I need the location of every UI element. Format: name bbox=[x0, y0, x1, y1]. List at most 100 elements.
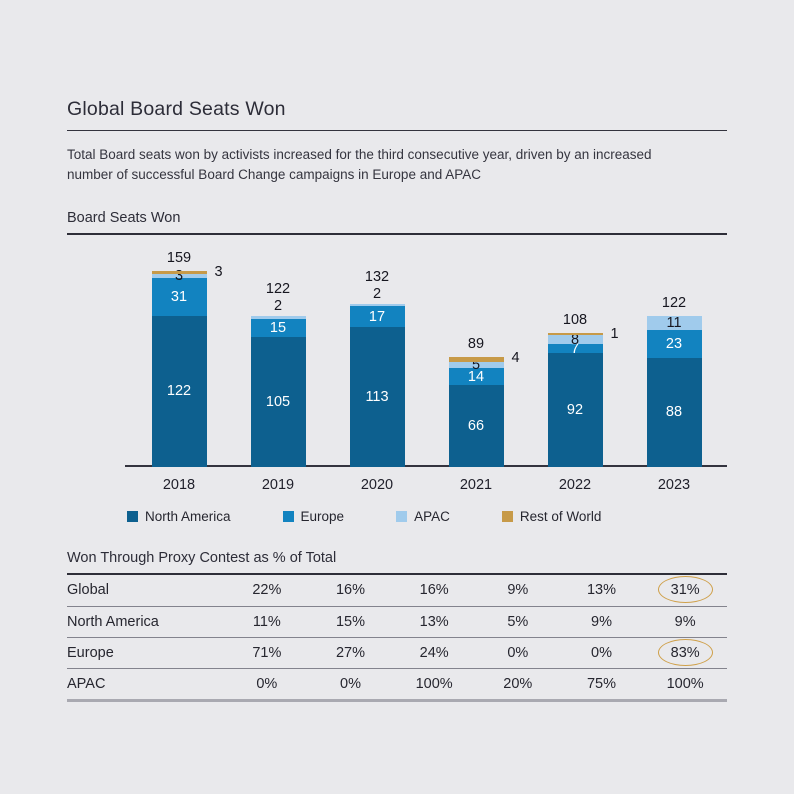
chart-legend: North America Europe APAC Rest of World bbox=[127, 509, 727, 524]
page-title: Global Board Seats Won bbox=[67, 98, 727, 131]
proxy-contest-table: Global 22% 16% 16% 9% 13% 31% North America 11% 1… bbox=[67, 575, 727, 702]
bar-total-label: 89 bbox=[467, 335, 485, 352]
table-cell: 0% bbox=[560, 645, 644, 661]
segment-value-label: 14 bbox=[467, 368, 485, 385]
table-row-global: Global 22% 16% 16% 9% 13% 31% bbox=[67, 575, 727, 606]
segment-value-label: 8 bbox=[570, 331, 580, 348]
segment-value-label: 3 bbox=[174, 268, 184, 285]
table-value: 100% bbox=[415, 675, 453, 692]
table-cell: 5% bbox=[476, 614, 560, 630]
bar-segment-apac bbox=[547, 334, 603, 345]
bar-total-label: 159 bbox=[166, 249, 192, 266]
bar-segment-north-america bbox=[448, 385, 504, 467]
table-value: 0% bbox=[591, 644, 612, 661]
table-cell: 31% bbox=[643, 576, 727, 603]
bar-total-label: 132 bbox=[364, 268, 390, 285]
table-cell: 0% bbox=[225, 676, 309, 692]
table-cell: 24% bbox=[392, 645, 476, 661]
table-cell: 0% bbox=[476, 645, 560, 661]
table-value: 15% bbox=[335, 613, 365, 630]
table-value: 16% bbox=[335, 582, 365, 598]
table-cell: 20% bbox=[476, 676, 560, 692]
bar-segment-rest-of-world bbox=[448, 356, 504, 362]
table-row-label: Global bbox=[67, 582, 109, 598]
bar-segment-north-america bbox=[547, 353, 603, 467]
table-value: 0% bbox=[256, 675, 278, 692]
slide-content: Global Board Seats Won Total Board seats… bbox=[67, 0, 727, 702]
bar-segment-apac bbox=[646, 316, 702, 330]
table-value: 20% bbox=[503, 675, 533, 692]
bar-segment-europe bbox=[646, 329, 702, 359]
table-section-title: Won Through Proxy Contest as % of Total bbox=[67, 550, 727, 575]
table-value: 22% bbox=[252, 582, 282, 598]
segment-value-label: 11 bbox=[666, 314, 682, 331]
x-axis-labels: 2018 2019 2020 2021 2022 2023 bbox=[67, 467, 727, 499]
table-value: 5% bbox=[507, 613, 529, 630]
table-value: 100% bbox=[666, 675, 704, 692]
x-axis-tick-label: 2020 bbox=[360, 476, 394, 493]
table-value: 75% bbox=[586, 675, 616, 692]
bar-total-label: 108 bbox=[562, 312, 588, 329]
legend-swatch bbox=[396, 510, 408, 522]
table-cell: 9% bbox=[476, 582, 560, 598]
bar-segment-north-america bbox=[250, 337, 306, 467]
legend-swatch bbox=[501, 510, 513, 522]
segment-value-label: 122 bbox=[166, 383, 192, 400]
table-cell: 75% bbox=[560, 676, 644, 692]
table-value: 13% bbox=[419, 613, 449, 630]
bar-segment-europe bbox=[547, 344, 603, 354]
bar-segment-rest-of-world bbox=[547, 333, 603, 335]
table-value: 16% bbox=[419, 582, 449, 598]
segment-value-label: 92 bbox=[566, 401, 584, 418]
segment-value-label: 31 bbox=[170, 289, 188, 306]
segment-value-label: 88 bbox=[665, 404, 683, 421]
segment-value-label: 23 bbox=[665, 335, 683, 352]
table-cell: 13% bbox=[392, 614, 476, 630]
table-cell: 16% bbox=[392, 582, 476, 598]
table-value: 24% bbox=[419, 644, 449, 661]
table-value: 9% bbox=[507, 582, 529, 598]
x-axis-tick-label: 2023 bbox=[657, 476, 691, 493]
table-value: 9% bbox=[674, 613, 696, 630]
table-cell: 22% bbox=[225, 582, 309, 598]
bar-segment-europe bbox=[448, 367, 504, 386]
segment-value-label: 5 bbox=[471, 356, 481, 373]
bar-segment-rest-of-world bbox=[151, 270, 207, 275]
legend-label: Europe bbox=[300, 508, 345, 524]
segment-value-label: 2 bbox=[273, 298, 283, 315]
legend-label: APAC bbox=[414, 508, 450, 524]
legend-label: Rest of World bbox=[519, 508, 602, 524]
table-cell: 9% bbox=[560, 614, 644, 630]
legend-item-europe: Europe bbox=[282, 508, 345, 524]
legend-label: North America bbox=[145, 508, 231, 524]
segment-value-label: 7 bbox=[570, 340, 580, 357]
bar-segment-europe bbox=[349, 306, 405, 328]
table-row-label: North America bbox=[67, 613, 159, 630]
table-cell: 11% bbox=[225, 614, 309, 630]
x-axis-tick-label: 2018 bbox=[162, 476, 196, 493]
rest-of-world-value-label: 4 bbox=[511, 349, 520, 366]
table-cell: 9% bbox=[643, 614, 727, 630]
x-axis-tick-label: 2019 bbox=[261, 476, 295, 493]
table-value: 0% bbox=[340, 675, 361, 692]
table-row-north-america: North America 11% 15% 13% 5% 9% 9% bbox=[67, 605, 727, 637]
bar-segment-apac bbox=[349, 303, 405, 307]
segment-value-label: 2 bbox=[372, 285, 382, 302]
table-cell: 71% bbox=[225, 645, 309, 661]
segment-value-label: 113 bbox=[365, 388, 389, 405]
table-cell: 13% bbox=[560, 582, 644, 598]
table-value: 0% bbox=[507, 644, 529, 661]
highlighted-value: 31% bbox=[657, 576, 713, 603]
bar-segment-apac bbox=[151, 274, 207, 278]
subtitle: Total Board seats won by activists incre… bbox=[67, 147, 652, 183]
stacked-bar-chart: 122 31 3 3 159 105 15 2 122 113 17 2 132 66 14 5 4 89 92 7 8… bbox=[67, 237, 727, 467]
table-cell: 16% bbox=[309, 582, 393, 598]
table-value: 71% bbox=[252, 644, 282, 661]
legend-item-apac: APAC bbox=[396, 509, 450, 524]
table-row-apac: APAC 0% 0% 100% 20% 75% 100% bbox=[67, 667, 727, 699]
rest-of-world-value-label: 3 bbox=[214, 263, 223, 280]
legend-item-rest-of-world: Rest of World bbox=[501, 508, 602, 524]
table-row-label: Europe bbox=[67, 644, 114, 661]
table-cell: 100% bbox=[392, 676, 476, 692]
